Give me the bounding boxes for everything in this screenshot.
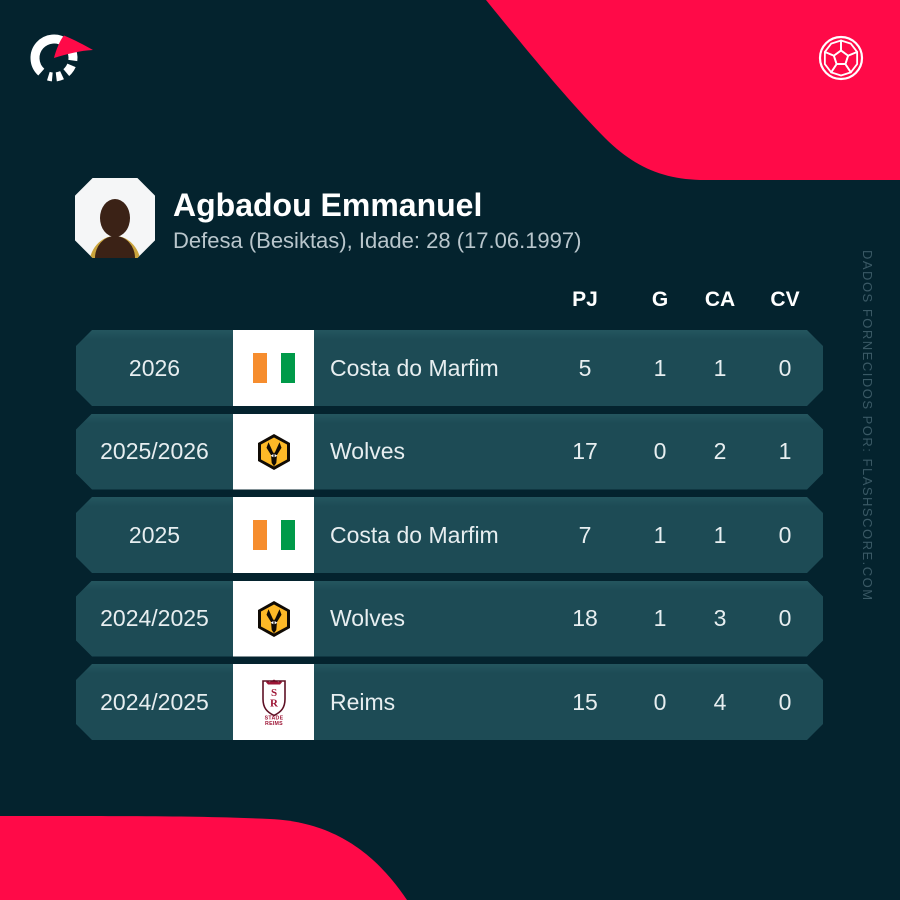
svg-text:REIMS: REIMS [265, 721, 283, 725]
svg-text:R: R [270, 698, 279, 710]
